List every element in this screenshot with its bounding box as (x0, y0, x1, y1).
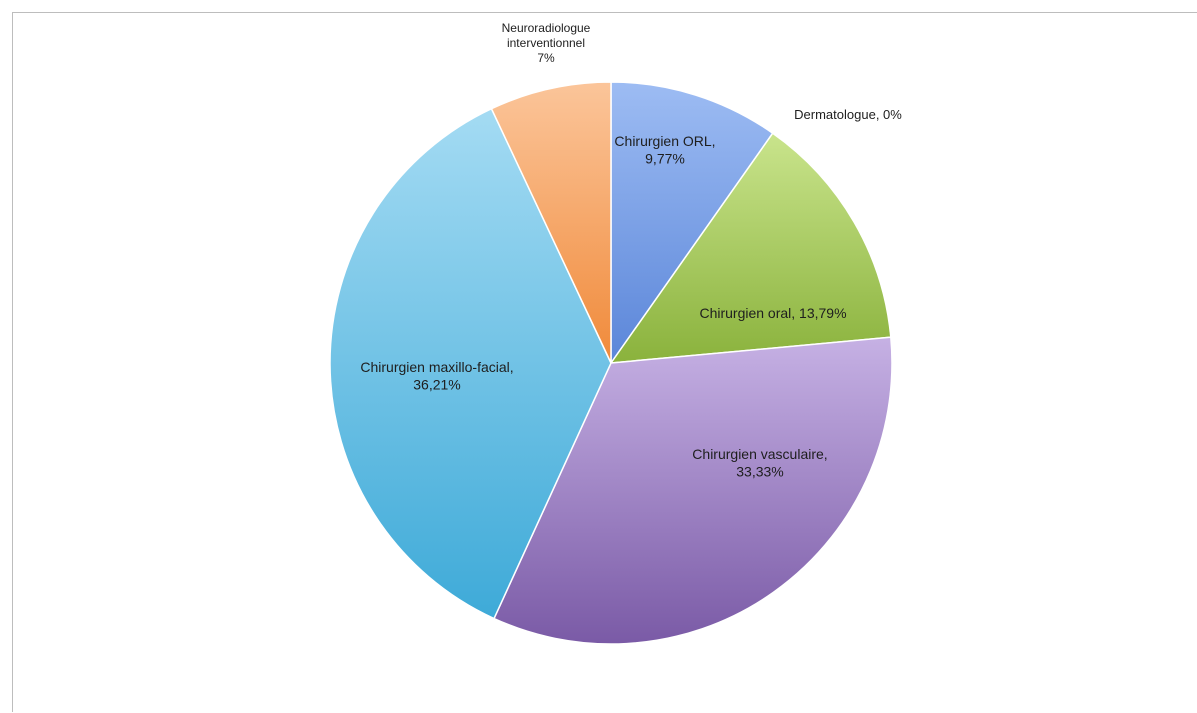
pie-slice-neuroradiologue-interventionnel (490, 81, 612, 364)
pie-slice-chirurgien-oral (609, 132, 892, 364)
slice-label-dermatologue: Dermatologue, 0% (794, 107, 902, 122)
slice-label-neuroradiologue-interventionnel: Neuroradiologue interventionnel 7% (502, 21, 591, 65)
pie-chart: Chirurgien ORL, 9,77% Dermatologue, 0% Chir… (329, 21, 902, 645)
pie-slice-chirurgien-maxillo-facial (329, 107, 612, 620)
slice-label-chirurgien-orl: Chirurgien ORL, 9,77% (614, 133, 715, 167)
chart-frame: Chirurgien ORL, 9,77% Dermatologue, 0% Chir… (12, 12, 1197, 712)
slice-label-chirurgien-oral: Chirurgien oral, 13,79% (699, 305, 846, 321)
pie-slice-chirurgien-vasculaire (493, 336, 893, 645)
slice-label-chirurgien-vasculaire: Chirurgien vasculaire, 33,33% (692, 446, 827, 480)
slice-label-chirurgien-maxillo-facial: Chirurgien maxillo-facial, 36,21% (360, 359, 513, 393)
pie-slice-chirurgien-orl (610, 81, 774, 366)
